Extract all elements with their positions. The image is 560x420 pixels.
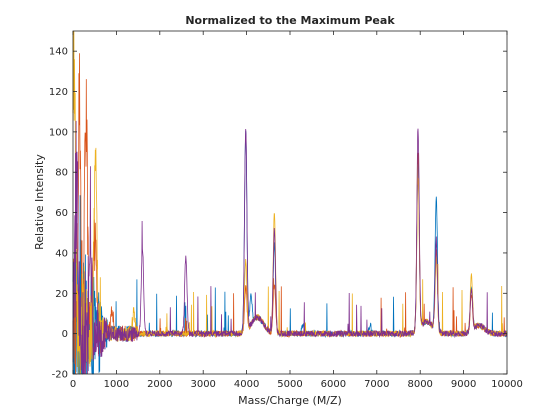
y-tick-label: 0: [62, 329, 68, 340]
x-tick-label: 3000: [190, 379, 215, 390]
x-tick-label: 9000: [451, 379, 476, 390]
x-tick-label: 5000: [277, 379, 302, 390]
series-layer: [72, 30, 508, 375]
y-tick-label: 60: [55, 208, 68, 219]
x-tick-label: 7000: [364, 379, 389, 390]
x-axis-label: Mass/Charge (M/Z): [238, 394, 342, 407]
y-tick-label: 120: [49, 87, 68, 98]
x-axis-ticks: 0 1000 2000 3000 4000 5000 6000 7000 8000 9000 100…: [70, 31, 523, 390]
y-tick-label: 20: [55, 289, 68, 300]
x-tick-label: 10000: [491, 379, 523, 390]
y-tick-label: 140: [49, 47, 68, 58]
y-axis-ticks: -20 0 20 40 60 80 100 120 140: [49, 47, 507, 381]
x-tick-label: 1000: [104, 379, 129, 390]
y-axis-label: Relative Intensity: [33, 154, 46, 250]
x-tick-label: 4000: [234, 379, 259, 390]
x-tick-label: 0: [70, 379, 76, 390]
x-tick-label: 6000: [321, 379, 346, 390]
x-tick-label: 8000: [407, 379, 432, 390]
y-tick-label: 40: [55, 248, 68, 259]
x-tick-label: 2000: [147, 379, 172, 390]
spectrum-series-line: [72, 120, 508, 375]
chart-title: Normalized to the Maximum Peak: [185, 14, 395, 27]
y-tick-label: -20: [52, 370, 68, 381]
y-tick-label: 100: [49, 127, 68, 138]
y-tick-label: 80: [55, 168, 68, 179]
